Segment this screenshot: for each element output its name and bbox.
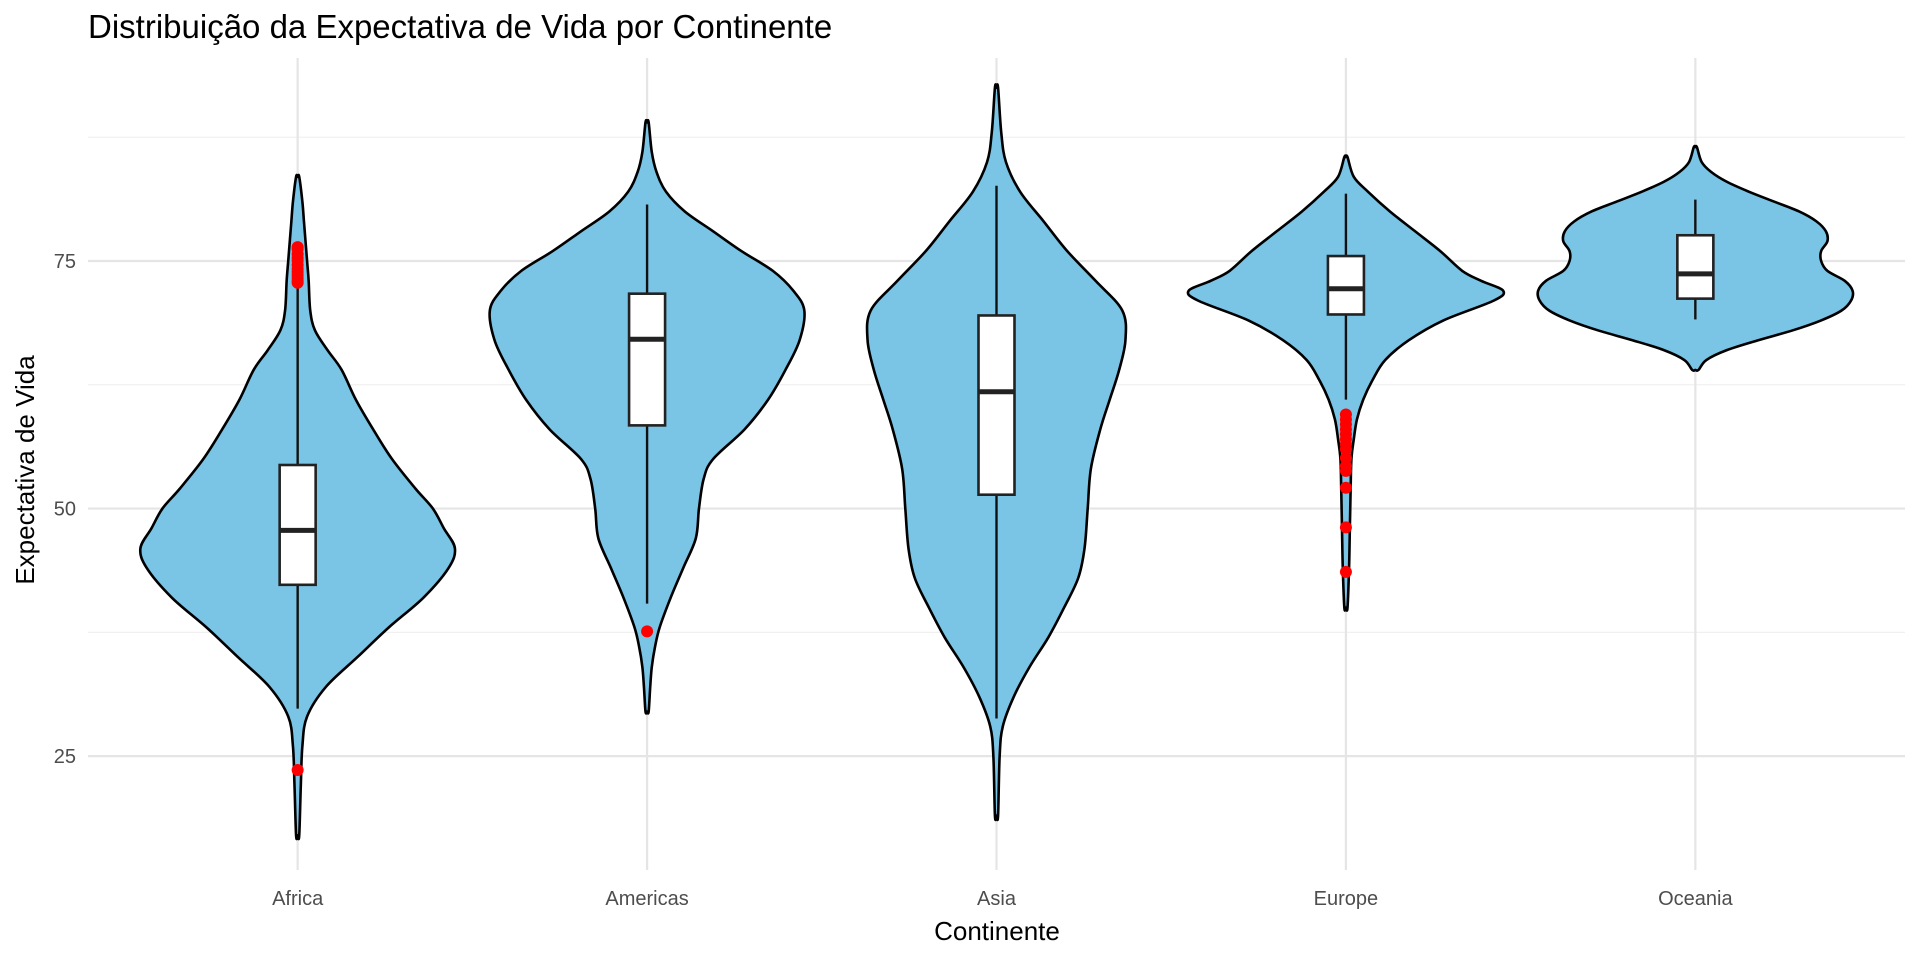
iqr-box xyxy=(1676,233,1715,300)
iqr-box xyxy=(627,292,667,427)
outlier-point xyxy=(1339,452,1352,465)
x-tick-labels: Africa Americas Asia Europe Oceania xyxy=(272,888,1733,910)
violin-group-americas xyxy=(488,118,806,715)
x-tick-label: Africa xyxy=(272,888,324,910)
outlier-point xyxy=(291,763,304,776)
chart-title: Distribuição da Expectativa de Vida por … xyxy=(88,8,832,45)
violin-group-africa xyxy=(138,173,457,841)
x-axis-title: Continente xyxy=(934,916,1060,946)
y-tick-label: 75 xyxy=(54,251,76,273)
x-tick-label: Americas xyxy=(605,888,688,910)
iqr-box xyxy=(278,463,317,587)
outlier-point xyxy=(1339,481,1352,494)
y-axis-title: Expectativa de Vida xyxy=(10,355,40,585)
x-tick-label: Asia xyxy=(977,888,1017,910)
outlier-point xyxy=(291,241,304,254)
y-tick-labels: 25 50 75 xyxy=(54,251,76,768)
violin-group-asia xyxy=(865,83,1128,822)
x-tick-label: Europe xyxy=(1314,888,1379,910)
outlier-point xyxy=(1339,408,1352,421)
iqr-box xyxy=(977,314,1016,496)
outlier-point xyxy=(1339,565,1352,578)
outlier-point xyxy=(641,625,654,638)
x-tick-label: Oceania xyxy=(1658,888,1733,910)
violins xyxy=(138,83,1855,841)
outlier-point xyxy=(1339,521,1352,534)
y-tick-label: 25 xyxy=(54,746,76,768)
violin-group-oceania xyxy=(1536,144,1855,372)
iqr-box xyxy=(1326,254,1366,316)
violin-group-europe xyxy=(1186,154,1506,612)
y-tick-label: 50 xyxy=(54,499,76,521)
